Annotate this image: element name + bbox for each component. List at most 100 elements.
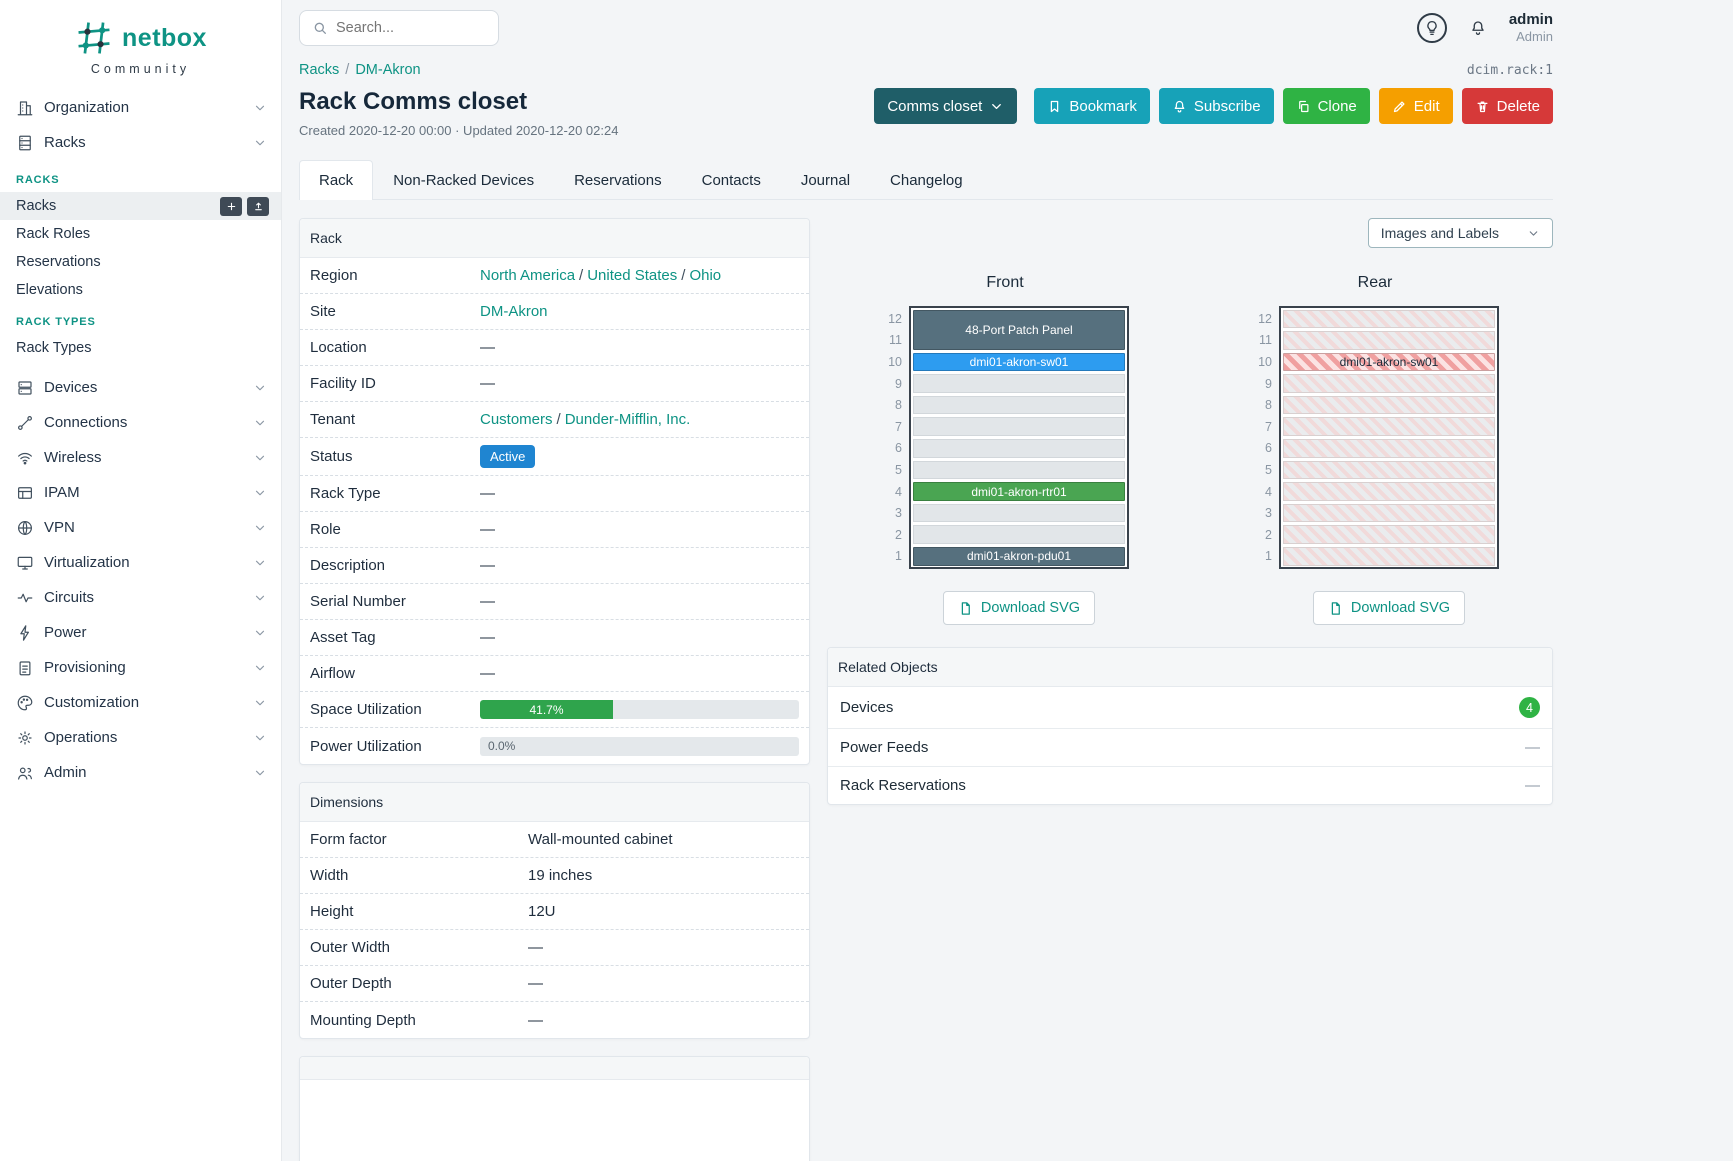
file-download-icon <box>1331 601 1340 615</box>
clone-button[interactable]: Clone <box>1282 88 1370 124</box>
trash-icon <box>1477 101 1488 112</box>
subscribe-button[interactable]: Subscribe <box>1158 88 1274 124</box>
path-separator: / <box>556 411 561 428</box>
region-link[interactable]: North America <box>480 267 576 284</box>
power-utilization-bar: 0.0% <box>480 736 799 756</box>
breadcrumb-racks-link[interactable]: Racks <box>299 62 340 78</box>
sidebar-item-wireless[interactable]: Wireless <box>0 440 281 475</box>
pencil-icon <box>1393 101 1405 112</box>
user-menu[interactable]: admin Admin <box>1509 11 1553 46</box>
bookmark-icon <box>1051 100 1059 112</box>
rack-elevations: Front 12 11 10 9 8 7 6 5 4 3 2 1 48-Port Patch Pane… <box>827 274 1553 626</box>
attr-value: — <box>480 629 495 646</box>
attr-space-utilization: Space Utilization 41.7% <box>300 692 809 728</box>
attr-airflow: Airflow — <box>300 656 809 692</box>
topbar: admin Admin <box>299 0 1553 56</box>
attr-label: Outer Depth <box>310 975 392 992</box>
tab-journal[interactable]: Journal <box>800 172 851 189</box>
bell-icon <box>1174 100 1185 112</box>
notifications-button[interactable] <box>1463 13 1493 43</box>
chevron-down-icon <box>253 696 267 710</box>
netbox-logo-icon <box>78 22 110 54</box>
sidebar-item-ipam[interactable]: IPAM <box>0 475 281 510</box>
related-devices-row[interactable]: Devices 4 <box>828 687 1552 730</box>
tab-changelog[interactable]: Changelog <box>890 172 963 189</box>
racks-quick-actions <box>220 196 269 216</box>
sidebar-item-rack-types[interactable]: Rack Types <box>0 334 281 362</box>
space-utilization-bar: 41.7% <box>480 700 799 719</box>
tab-non-racked-devices[interactable]: Non-Racked Devices <box>393 172 535 189</box>
sidebar-item-elevations[interactable]: Elevations <box>0 276 281 304</box>
rack-device-switch-rear[interactable]: dmi01-akron-sw01 <box>1283 352 1495 372</box>
rack-device-router[interactable]: dmi01-akron-rtr01 <box>913 482 1125 501</box>
subnav-header-rack-types: RACK TYPES <box>16 316 96 328</box>
rack-device-patch-panel[interactable]: 48-Port Patch Panel <box>913 309 1125 350</box>
view-mode-select[interactable]: Images and Labels <box>1367 218 1553 248</box>
rack-slot-u9 <box>913 374 1125 393</box>
gear-icon <box>16 729 34 747</box>
attr-value: — <box>480 557 495 574</box>
main-area: admin Admin Racks / DM-Akron dcim.rack:1… <box>282 0 1733 1161</box>
sidebar-item-power[interactable]: Power <box>0 615 281 650</box>
site-link[interactable]: DM-Akron <box>480 303 548 320</box>
context-dropdown-button[interactable]: Comms closet <box>874 88 1018 124</box>
bookmark-button[interactable]: Bookmark <box>1034 88 1150 124</box>
sidebar-item-provisioning[interactable]: Provisioning <box>0 650 281 685</box>
attr-label: Site <box>310 303 336 320</box>
chevron-down-icon <box>1529 230 1538 236</box>
sidebar-item-devices[interactable]: Devices <box>0 370 281 405</box>
sidebar-item-admin[interactable]: Admin <box>0 755 281 790</box>
sidebar-item-organization[interactable]: Organization <box>0 90 281 125</box>
netbox-logo[interactable]: netbox <box>0 10 281 60</box>
rack-details-card: Rack Region North America / United States /… <box>299 218 810 765</box>
view-mode-label: Images and Labels <box>1380 225 1499 241</box>
attr-label: Location <box>310 339 367 356</box>
rack-device-pdu[interactable]: dmi01-akron-pdu01 <box>913 547 1125 566</box>
tab-rack[interactable]: Rack <box>299 160 374 200</box>
breadcrumb-site-link[interactable]: DM-Akron <box>355 62 421 78</box>
region-link[interactable]: Ohio <box>689 267 722 284</box>
edit-label: Edit <box>1413 97 1440 115</box>
sidebar-item-racks-link[interactable]: Racks <box>0 192 281 220</box>
add-rack-button[interactable] <box>220 196 242 216</box>
chevron-down-icon <box>253 626 267 640</box>
import-rack-button[interactable] <box>247 196 269 216</box>
sidebar-item-rack-roles[interactable]: Rack Roles <box>0 220 281 248</box>
rack-device-switch[interactable]: dmi01-akron-sw01 <box>913 352 1125 372</box>
sidebar-item-racks[interactable]: Racks <box>0 125 281 160</box>
region-link[interactable]: United States <box>587 267 678 284</box>
attr-role: Role — <box>300 512 809 548</box>
attr-label: Height <box>310 903 354 920</box>
attr-asset-tag: Asset Tag — <box>300 620 809 656</box>
sidebar-item-label: Circuits <box>44 589 95 606</box>
attr-value: — <box>480 593 495 610</box>
sidebar-item-label: Operations <box>44 729 118 746</box>
delete-button[interactable]: Delete <box>1461 88 1553 124</box>
global-search[interactable] <box>299 10 499 46</box>
edit-button[interactable]: Edit <box>1378 88 1453 124</box>
tenant-link[interactable]: Dunder-Mifflin, Inc. <box>564 411 691 428</box>
upload-icon <box>254 202 262 210</box>
download-svg-front-button[interactable]: Download SVG <box>942 591 1096 626</box>
sidebar-item-connections[interactable]: Connections <box>0 405 281 440</box>
clipboard-icon <box>16 659 34 677</box>
related-rack-reservations-row[interactable]: Rack Reservations — <box>828 767 1552 804</box>
tab-contacts[interactable]: Contacts <box>701 172 761 189</box>
tenant-group-link[interactable]: Customers <box>480 411 553 428</box>
sidebar-item-circuits[interactable]: Circuits <box>0 580 281 615</box>
related-power-feeds-row[interactable]: Power Feeds — <box>828 729 1552 768</box>
attr-label: Role <box>310 521 341 538</box>
tab-reservations[interactable]: Reservations <box>574 172 662 189</box>
sidebar-item-virtualization[interactable]: Virtualization <box>0 545 281 580</box>
sidebar-item-customization[interactable]: Customization <box>0 685 281 720</box>
sidebar-item-reservations[interactable]: Reservations <box>0 248 281 276</box>
download-svg-rear-button[interactable]: Download SVG <box>1312 591 1466 626</box>
theme-toggle-button[interactable] <box>1416 13 1447 43</box>
sidebar-item-vpn[interactable]: VPN <box>0 510 281 545</box>
sidebar-item-operations[interactable]: Operations <box>0 720 281 755</box>
rack-slot-u12 <box>1283 309 1495 329</box>
search-input[interactable] <box>336 20 486 36</box>
racks-submenu: RACKS Racks Rack Roles Reservations Elev… <box>0 160 281 370</box>
subnav-label: Elevations <box>16 282 83 298</box>
attr-width: Width 19 inches <box>300 858 809 894</box>
